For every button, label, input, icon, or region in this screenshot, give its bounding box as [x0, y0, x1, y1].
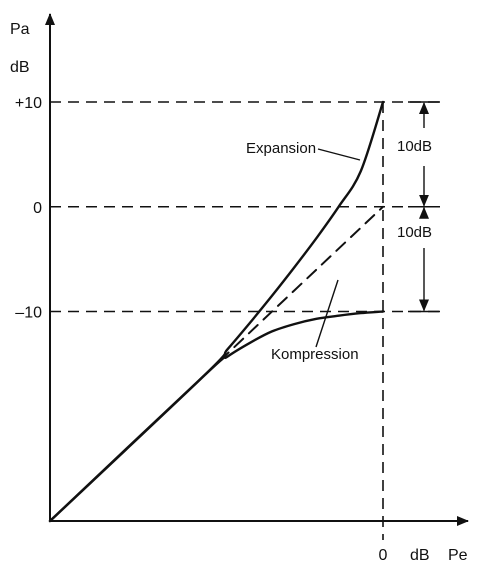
y-tick-label-2: –10 — [15, 305, 42, 322]
label-kompression: Kompression — [271, 346, 359, 363]
label-expansion: Expansion — [246, 140, 316, 157]
y-tick-label-1: 0 — [33, 200, 42, 217]
dim-label-upper: 10dB — [397, 138, 432, 155]
leader-expansion — [317, 148, 361, 161]
x-axis-unit: dB — [410, 547, 430, 564]
y-axis-unit: dB — [10, 59, 30, 76]
axes — [45, 13, 469, 526]
dim-label-lower: 10dB — [397, 224, 432, 241]
dimension-markers — [408, 101, 440, 313]
y-tick-label-0: +10 — [15, 95, 42, 112]
x-tick-label-0: 0 — [379, 547, 388, 564]
linear-dashed-line — [204, 205, 384, 376]
reference-lines — [50, 101, 442, 540]
curves — [48, 100, 385, 523]
x-axis-label: Pe — [448, 547, 468, 564]
leader-kompression — [315, 279, 339, 348]
kompression-curve — [48, 310, 385, 523]
tick-labels: +10 0 –10 0 — [15, 95, 388, 564]
y-axis-label: Pa — [10, 21, 30, 38]
